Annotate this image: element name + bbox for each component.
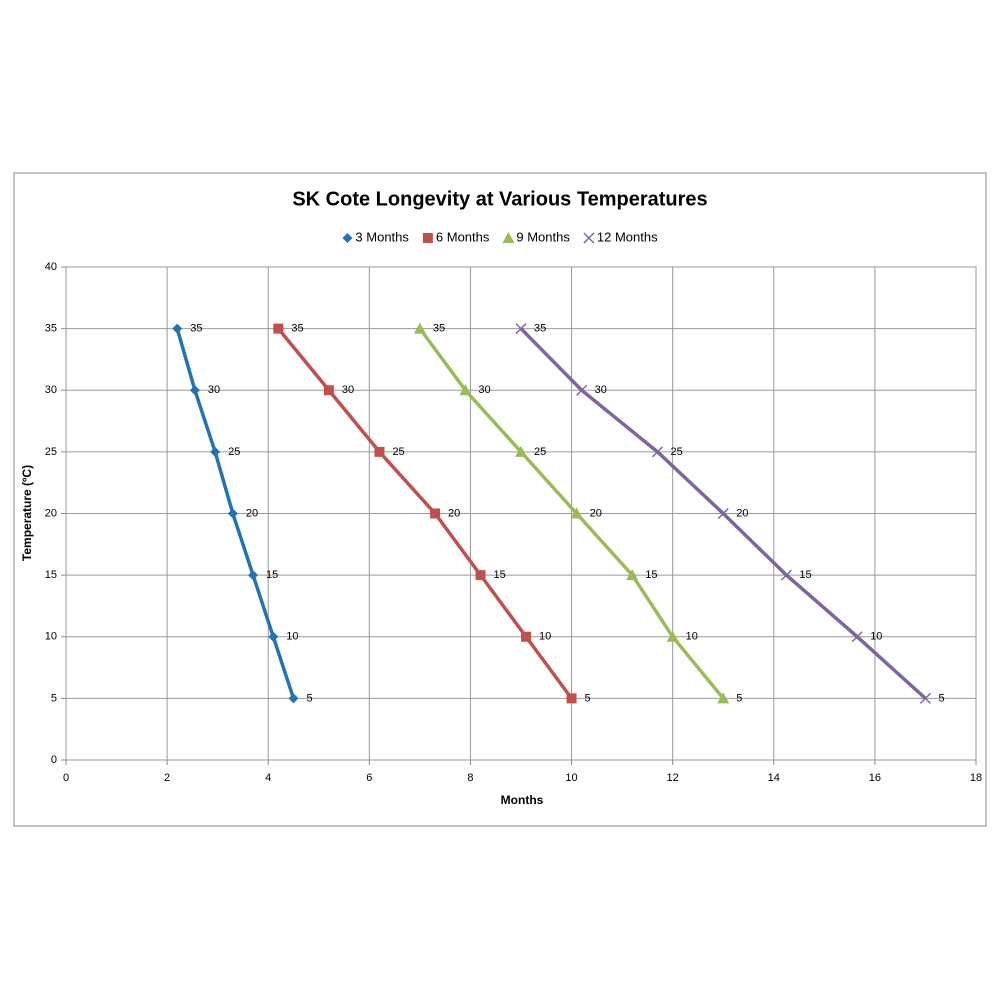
marker bbox=[268, 631, 279, 642]
marker bbox=[273, 323, 284, 334]
y-tick-label: 30 bbox=[45, 384, 57, 396]
data-label: 25 bbox=[392, 446, 404, 458]
x-tick-label: 2 bbox=[164, 772, 170, 784]
x-tick-label: 10 bbox=[565, 772, 577, 784]
marker bbox=[666, 630, 679, 642]
data-label: 30 bbox=[478, 384, 490, 396]
marker bbox=[172, 323, 183, 334]
x-tick-label: 18 bbox=[970, 772, 982, 784]
data-label: 20 bbox=[448, 507, 460, 519]
data-label: 35 bbox=[190, 323, 202, 335]
data-label: 10 bbox=[286, 631, 298, 643]
marker bbox=[521, 631, 532, 642]
marker bbox=[780, 569, 792, 581]
y-tick-label: 10 bbox=[45, 631, 57, 643]
legend-label: 6 Months bbox=[436, 229, 490, 244]
y-tick-label: 5 bbox=[51, 692, 57, 704]
data-label: 10 bbox=[870, 631, 882, 643]
data-label: 5 bbox=[585, 692, 591, 704]
data-label: 15 bbox=[645, 569, 657, 581]
data-label: 15 bbox=[266, 569, 278, 581]
legend-label: 9 Months bbox=[516, 229, 570, 244]
x-tick-label: 0 bbox=[63, 772, 69, 784]
marker bbox=[515, 445, 527, 457]
data-label: 30 bbox=[342, 384, 354, 396]
marker bbox=[851, 631, 863, 643]
marker bbox=[374, 446, 385, 457]
y-tick-label: 20 bbox=[45, 507, 57, 519]
y-tick-label: 25 bbox=[45, 446, 57, 458]
data-label: 10 bbox=[539, 631, 551, 643]
marker bbox=[248, 570, 259, 581]
marker bbox=[475, 570, 486, 581]
data-label: 25 bbox=[534, 446, 546, 458]
data-label: 30 bbox=[208, 384, 220, 396]
y-tick-label: 35 bbox=[45, 323, 57, 335]
x-tick-label: 6 bbox=[366, 772, 372, 784]
marker bbox=[576, 384, 588, 396]
data-label: 25 bbox=[228, 446, 240, 458]
data-label: 30 bbox=[595, 384, 607, 396]
marker bbox=[626, 569, 639, 581]
marker bbox=[566, 693, 577, 704]
y-tick-label: 15 bbox=[45, 569, 57, 581]
y-tick-label: 0 bbox=[51, 754, 57, 766]
data-label: 5 bbox=[938, 692, 944, 704]
marker bbox=[210, 446, 221, 457]
legend: 3 Months 6 Months 9 Months 12 Months bbox=[342, 229, 658, 244]
data-label: 20 bbox=[590, 507, 602, 519]
data-label: 5 bbox=[736, 692, 742, 704]
marker bbox=[919, 692, 931, 704]
data-label: 20 bbox=[246, 507, 258, 519]
y-tick-label: 40 bbox=[45, 261, 57, 273]
x-tick-label: 14 bbox=[768, 772, 780, 784]
marker bbox=[459, 384, 472, 396]
marker bbox=[717, 507, 729, 520]
x-tick-label: 12 bbox=[667, 772, 679, 784]
marker bbox=[717, 692, 730, 704]
marker bbox=[515, 323, 527, 335]
marker bbox=[651, 446, 664, 458]
marker bbox=[227, 508, 238, 519]
marker bbox=[288, 693, 299, 704]
x-axis-label: Months bbox=[501, 793, 544, 807]
legend-label: 12 Months bbox=[597, 229, 658, 244]
chart-title: SK Cote Longevity at Various Temperature… bbox=[292, 188, 707, 210]
x-tick-label: 16 bbox=[869, 772, 881, 784]
legend-label: 3 Months bbox=[355, 229, 409, 244]
data-label: 10 bbox=[686, 631, 698, 643]
data-label: 15 bbox=[494, 569, 506, 581]
marker bbox=[430, 508, 441, 519]
data-label: 35 bbox=[433, 323, 445, 335]
data-label: 20 bbox=[736, 507, 748, 519]
y-axis-label: Temperature (ºC) bbox=[20, 465, 34, 561]
data-label: 25 bbox=[671, 446, 683, 458]
marker bbox=[583, 232, 595, 244]
marker bbox=[502, 232, 515, 243]
marker bbox=[189, 385, 200, 396]
x-tick-label: 8 bbox=[467, 772, 473, 784]
data-label: 35 bbox=[534, 323, 546, 335]
marker bbox=[342, 233, 353, 243]
marker bbox=[413, 322, 426, 334]
data-label: 15 bbox=[799, 569, 811, 581]
marker bbox=[422, 233, 433, 243]
data-label: 35 bbox=[291, 323, 303, 335]
data-label: 5 bbox=[307, 692, 313, 704]
marker bbox=[323, 385, 334, 396]
x-tick-label: 4 bbox=[265, 772, 271, 784]
marker bbox=[570, 507, 583, 519]
